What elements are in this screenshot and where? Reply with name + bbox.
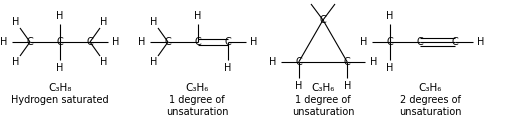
Text: H: H bbox=[343, 81, 351, 91]
Text: H: H bbox=[12, 17, 20, 27]
Text: H: H bbox=[477, 37, 485, 47]
Text: H: H bbox=[194, 11, 202, 21]
Text: H: H bbox=[56, 11, 64, 21]
Text: C: C bbox=[27, 37, 34, 47]
Text: unsaturation: unsaturation bbox=[166, 107, 228, 117]
Text: H: H bbox=[386, 63, 394, 73]
Text: unsaturation: unsaturation bbox=[292, 107, 354, 117]
Text: unsaturation: unsaturation bbox=[399, 107, 461, 117]
Text: Hydrogen saturated: Hydrogen saturated bbox=[11, 95, 109, 105]
Text: C₃H₈: C₃H₈ bbox=[48, 83, 72, 93]
Text: H: H bbox=[370, 57, 377, 67]
Text: C₃H₆: C₃H₆ bbox=[418, 83, 442, 93]
Text: H: H bbox=[301, 0, 309, 1]
Text: H: H bbox=[100, 57, 108, 67]
Text: H: H bbox=[224, 63, 232, 73]
Text: H: H bbox=[337, 0, 345, 1]
Text: H: H bbox=[150, 57, 157, 67]
Text: C: C bbox=[344, 57, 351, 67]
Text: C: C bbox=[386, 37, 393, 47]
Text: C: C bbox=[296, 57, 302, 67]
Text: H: H bbox=[56, 63, 64, 73]
Text: C: C bbox=[417, 37, 423, 47]
Text: C: C bbox=[165, 37, 171, 47]
Text: 1 degree of: 1 degree of bbox=[169, 95, 225, 105]
Text: C: C bbox=[57, 37, 64, 47]
Text: C₃H₆: C₃H₆ bbox=[311, 83, 335, 93]
Text: H: H bbox=[100, 17, 108, 27]
Text: H: H bbox=[360, 37, 368, 47]
Text: H: H bbox=[386, 11, 394, 21]
Text: 2 degrees of: 2 degrees of bbox=[400, 95, 460, 105]
Text: H: H bbox=[1, 37, 8, 47]
Text: H: H bbox=[250, 37, 258, 47]
Text: H: H bbox=[138, 37, 146, 47]
Text: H: H bbox=[269, 57, 277, 67]
Text: H: H bbox=[150, 17, 157, 27]
Text: 1 degree of: 1 degree of bbox=[295, 95, 351, 105]
Text: H: H bbox=[295, 81, 302, 91]
Text: C: C bbox=[320, 15, 327, 25]
Text: H: H bbox=[112, 37, 120, 47]
Text: C: C bbox=[452, 37, 458, 47]
Text: H: H bbox=[12, 57, 20, 67]
Text: C: C bbox=[225, 37, 232, 47]
Text: C: C bbox=[195, 37, 202, 47]
Text: C: C bbox=[87, 37, 93, 47]
Text: C₃H₆: C₃H₆ bbox=[185, 83, 209, 93]
